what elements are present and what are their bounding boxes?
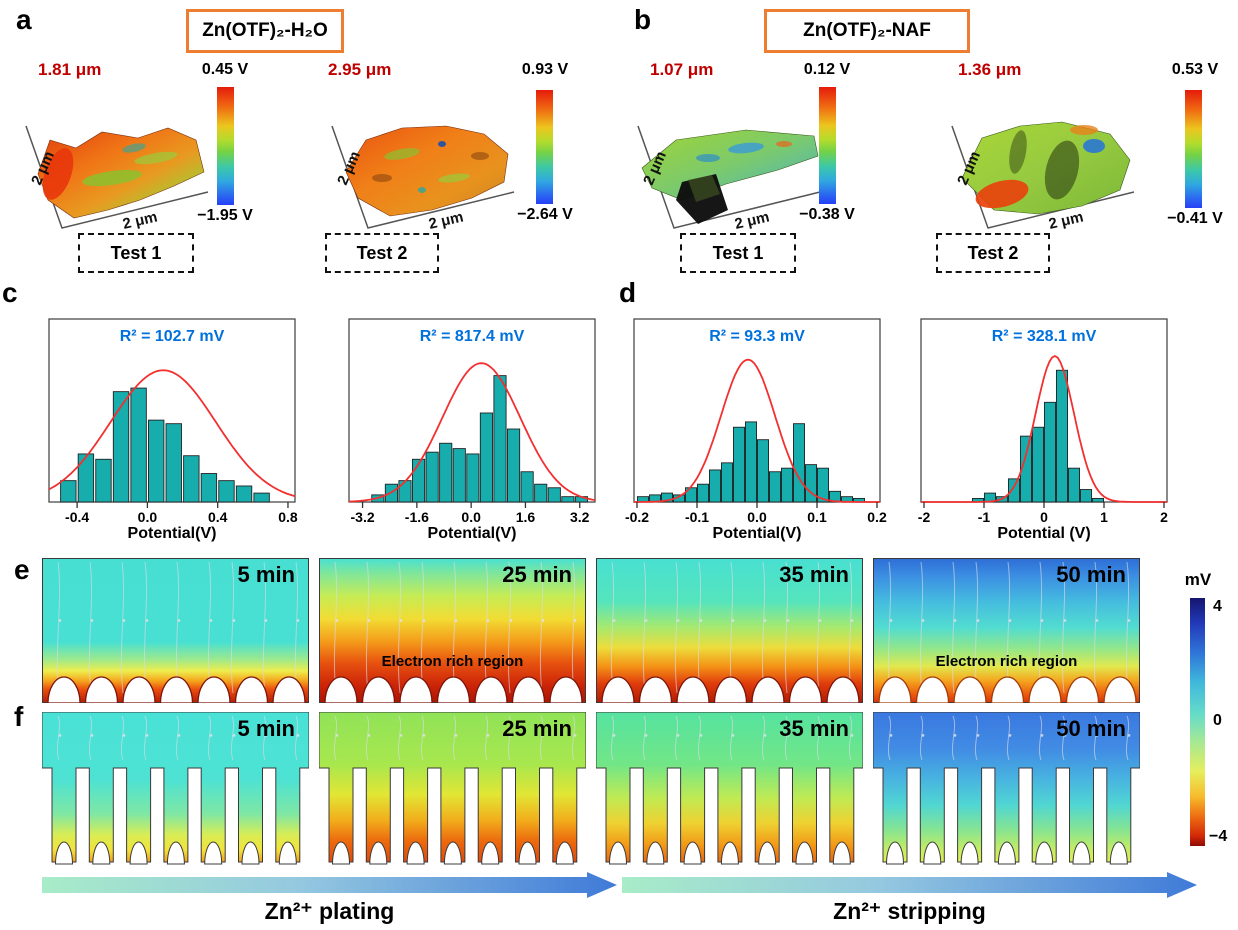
sim-panel-f-35min [596,712,863,865]
roughness-label-a2: 2.95 μm [328,60,392,79]
svg-text:1.6: 1.6 [516,509,536,525]
sim-panel-f-25min [319,712,586,865]
test-box-b1: Test 1 [680,233,796,273]
histogram-h2o-test1: -0.4 0.0 0.4 0.8 R² = 102.7 mV Potential(V) [48,318,298,542]
colorbar-min-b1: −0.38 V [799,206,855,223]
time-label-e1: 5 min [237,562,295,587]
colorbar-max-a1: 0.45 V [201,61,249,78]
panel-letter-b: b [634,4,652,35]
surface-plot-a2: 2 μm 2 μm [331,125,515,233]
surface-axes [25,125,209,229]
time-label-e3: 35 min [779,562,849,587]
sim-panel-f-50min [873,712,1140,865]
sim-panel-e-25min [319,558,586,703]
test-box-a2: Test 2 [325,233,439,273]
time-label-f4: 50 min [1056,716,1126,741]
histogram-naf-test2: -2 -1 0 1 2 R² = 328.1 mV Potential (V) [918,318,1168,542]
surface-axes [637,125,821,229]
time-label-f2: 25 min [502,716,572,741]
time-label-f1: 5 min [237,716,295,741]
svg-text:-2: -2 [918,509,931,525]
r2-value: R² = 93.3 mV [709,328,805,345]
electron-rich-note-e4: Electron rich region [935,653,1078,670]
colorbar-a1 [217,87,234,205]
sim-colorbar-tick-4: 4 [1213,598,1222,615]
svg-text:-0.2: -0.2 [625,509,649,525]
panel-letter-a: a [16,4,32,35]
colorbar-min-b2: −0.41 V [1167,210,1223,227]
stripping-arrow [622,872,1197,898]
colorbar-min-a2: −2.64 V [517,206,573,223]
x-axis-title: Potential(V) [427,525,517,542]
x-axis-title: Potential (V) [997,525,1091,542]
histogram-plot: -0.4 0.0 0.4 0.8 [48,318,298,525]
svg-text:0: 0 [1040,509,1048,525]
histogram-plot: -3.2 -1.6 0.0 1.6 3.2 [348,318,596,525]
roughness-label-a1: 1.81 μm [38,60,102,79]
svg-text:3.2: 3.2 [570,509,590,525]
panel-letter-c: c [2,277,18,308]
svg-text:0.1: 0.1 [807,509,827,525]
stripping-arrow-label: Zn²⁺ stripping [833,898,986,924]
svg-text:2: 2 [1160,509,1168,525]
panel-letter-d: d [619,277,637,308]
sim-panel-e-5min [42,558,309,703]
colorbar-max-a2: 0.93 V [521,61,569,78]
histogram-plot: -0.2 -0.1 0.0 0.1 0.2 [625,318,887,525]
sim-colorbar [1190,598,1205,846]
colorbar-max-b2: 0.53 V [1171,61,1219,78]
svg-text:-0.1: -0.1 [685,509,709,525]
svg-text:0.0: 0.0 [138,509,158,525]
test-box-a1: Test 1 [78,233,194,273]
time-label-e4: 50 min [1056,562,1126,587]
r2-value: R² = 328.1 mV [991,328,1097,345]
surface-plot-a1: 2 μm 2 μm [25,125,209,233]
header-electrolyte-naf: Zn(OTF)₂-NAF [764,9,970,53]
surface-plot-b1: 2 μm 2 μm [637,125,821,233]
sim-panel-e-35min [596,558,863,703]
panel-letter-e: e [14,554,30,585]
sim-colorbar-unit: mV [1184,570,1212,589]
plating-arrow-label: Zn²⁺ plating [264,898,395,924]
svg-text:-0.4: -0.4 [65,509,89,525]
svg-text:0.4: 0.4 [208,509,228,525]
header-electrolyte-h2o: Zn(OTF)₂-H₂O [186,9,344,53]
time-label-e2: 25 min [502,562,572,587]
electron-rich-note-e2: Electron rich region [381,653,524,670]
r2-value: R² = 102.7 mV [119,328,225,345]
roughness-label-b2: 1.36 μm [958,60,1022,79]
colorbar-a2 [536,90,553,204]
x-axis-title: Potential(V) [712,525,802,542]
sim-colorbar-tick-0: 0 [1213,712,1222,729]
svg-text:-3.2: -3.2 [351,509,375,525]
time-label-f3: 35 min [779,716,849,741]
svg-text:1: 1 [1100,509,1108,525]
svg-text:0.2: 0.2 [867,509,887,525]
plating-arrow [42,872,617,898]
test-box-b2: Test 2 [936,233,1050,273]
colorbar-min-a1: −1.95 V [197,207,253,224]
histogram-plot: -2 -1 0 1 2 [918,318,1168,525]
svg-text:0.0: 0.0 [461,509,481,525]
histogram-h2o-test2: -3.2 -1.6 0.0 1.6 3.2 R² = 817.4 mV Potentia… [348,318,596,542]
sim-panel-e-50min [873,558,1140,703]
surface-plot-b2: 2 μm 2 μm [951,121,1135,233]
sim-colorbar-tick-neg4: −4 [1209,828,1228,845]
sim-panel-f-5min [42,712,309,865]
histogram-naf-test1: -0.2 -0.1 0.0 0.1 0.2 R² = 93.3 mV Potential… [625,318,887,542]
svg-text:-1: -1 [978,509,991,525]
svg-text:0.8: 0.8 [278,509,298,525]
surface-axes [331,125,515,229]
r2-value: R² = 817.4 mV [419,328,525,345]
colorbar-b1 [819,87,836,204]
colorbar-max-b1: 0.12 V [803,61,851,78]
svg-text:-1.6: -1.6 [405,509,429,525]
roughness-label-b1: 1.07 μm [650,60,714,79]
svg-text:0.0: 0.0 [747,509,767,525]
x-axis-title: Potential(V) [127,525,217,542]
panel-letter-f: f [14,701,24,732]
colorbar-b2 [1185,90,1202,208]
